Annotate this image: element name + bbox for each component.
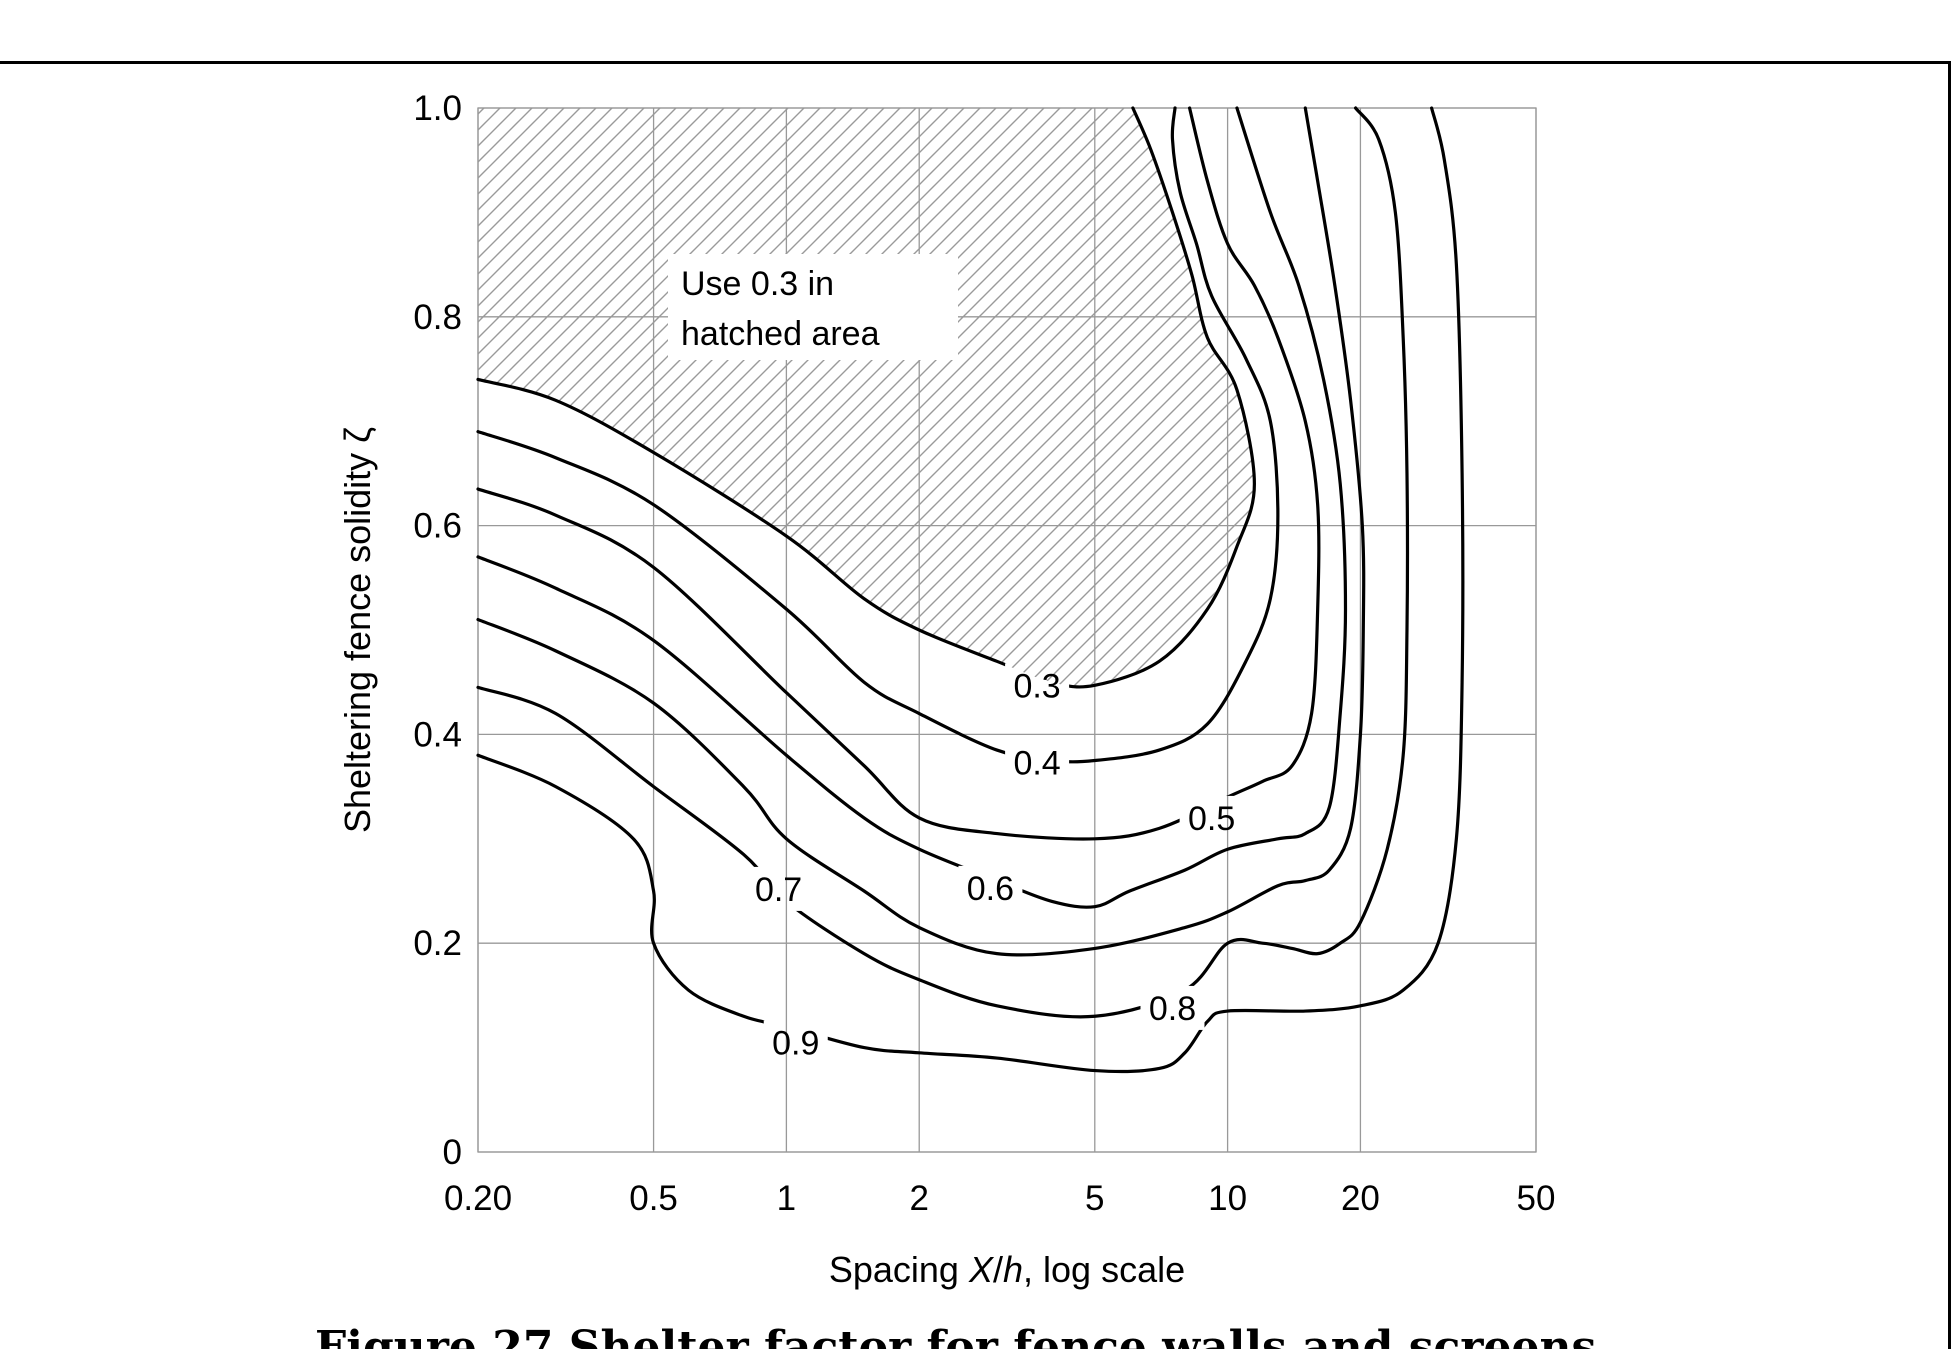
- plot-area-frame: [477, 107, 1537, 1153]
- contour-line: [476, 106, 1256, 689]
- y-axis-tick-labels: 0 0.2 0.4 0.6 0.8 1.0: [413, 89, 462, 1172]
- x-tick-label: 20: [1341, 1179, 1380, 1218]
- y-tick-label: 0.2: [413, 924, 462, 963]
- hatched-area-annotation: Use 0.3 in hatched area: [681, 265, 880, 353]
- hatched-region-group: [478, 108, 1255, 687]
- contour-line: [476, 106, 1465, 1074]
- contour-label: 0.9: [772, 1024, 819, 1062]
- x-tick-label: 10: [1208, 1179, 1247, 1218]
- contour-line: [476, 106, 1410, 1019]
- contour-label: 0.3: [1013, 667, 1060, 705]
- x-tick-label: 0.20: [444, 1179, 512, 1218]
- contour-line-group: [476, 106, 1465, 1074]
- x-tick-label: 5: [1085, 1179, 1104, 1218]
- figure-caption: Figure 27 Shelter factor for fence walls…: [315, 1322, 1597, 1349]
- y-tick-label: 0.6: [413, 507, 462, 546]
- y-tick-label: 1.0: [413, 89, 462, 128]
- x-axis-tick-labels: 0.20 0.5 1 2 5 10 20 50: [444, 1179, 1556, 1218]
- contour-lines: 0.3 0.4 0.5 0.6 0.7 0.8 0.9: [476, 106, 1465, 1074]
- x-axis-label-part: Spacing: [829, 1249, 969, 1290]
- contour-line: [476, 106, 1366, 957]
- x-tick-label: 50: [1517, 1179, 1556, 1218]
- x-tick-label: 0.5: [629, 1179, 678, 1218]
- contour-label: 0.8: [1149, 990, 1196, 1028]
- x-axis-label-suffix: , log scale: [1023, 1249, 1185, 1290]
- annotation-line-1: Use 0.3 in: [681, 265, 834, 303]
- x-axis-label-slash: /: [993, 1249, 1003, 1290]
- contour-label: 0.5: [1188, 800, 1235, 838]
- x-tick-label: 1: [777, 1179, 796, 1218]
- hatched-area: [478, 108, 1255, 687]
- contour-label: 0.6: [967, 870, 1014, 908]
- contour-label: 0.7: [755, 871, 802, 909]
- y-tick-label: 0: [443, 1133, 462, 1172]
- contour-label: 0.4: [1013, 745, 1060, 783]
- x-axis-label-variable-h: h: [1003, 1249, 1023, 1290]
- y-axis-label: Sheltering fence solidity ζ: [337, 427, 378, 833]
- figure-top-border: [0, 61, 1951, 64]
- contour-line: [476, 106, 1280, 764]
- x-tick-label: 2: [909, 1179, 928, 1218]
- annotation-background: [668, 254, 958, 360]
- annotation-line-2: hatched area: [681, 315, 880, 353]
- figure-right-border: [1948, 61, 1951, 1349]
- figure-caption-strip: Figure 27 Shelter factor for fence walls…: [0, 1322, 1951, 1349]
- x-axis-label: Spacing X/h, log scale: [829, 1249, 1185, 1290]
- contour-line: [476, 106, 1348, 909]
- contour-line: [476, 106, 1321, 841]
- y-tick-label: 0.8: [413, 298, 462, 337]
- y-tick-label: 0.4: [413, 715, 462, 754]
- x-axis-label-variable-x: X: [968, 1249, 995, 1290]
